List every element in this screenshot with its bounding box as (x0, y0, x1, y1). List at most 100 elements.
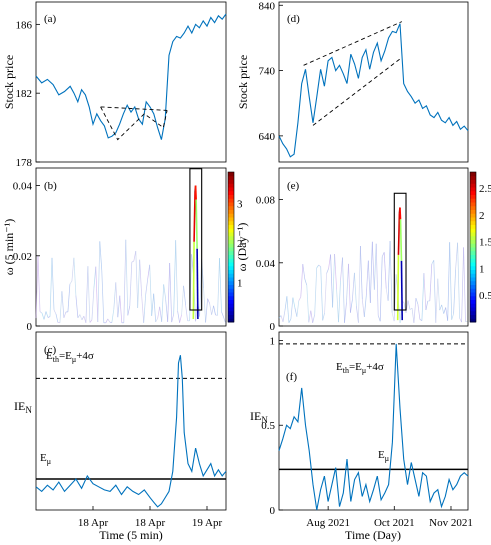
e-colorbar-step (470, 220, 476, 225)
e-ylabel: ω (Day⁻¹) (235, 223, 249, 272)
c-xlabel: Time (5 min) (99, 528, 163, 542)
e-omega-segment (369, 241, 373, 303)
e-omega-segment (413, 298, 417, 323)
e-colorbar-step (470, 209, 476, 214)
e-omega-segment (350, 299, 353, 313)
c-xtick-label: 18 Apr (78, 517, 109, 529)
b-colorbar-step (228, 292, 234, 297)
b-colorbar-step (228, 183, 234, 188)
f-xtick-label: Oct 2021 (374, 517, 415, 529)
e-omega-peak (397, 213, 401, 255)
b-omega-segment (97, 241, 101, 323)
b-colorbar-step (228, 213, 234, 218)
b-axes (35, 167, 227, 327)
b-colorbar-step (228, 277, 234, 282)
b-omega-segment (181, 285, 184, 315)
e-omega-segment (459, 318, 462, 323)
e-colorbar-step (470, 190, 476, 195)
b-ylabel: ω (5 min⁻¹) (2, 219, 16, 276)
b-omega-segment (207, 298, 210, 304)
e-omega-segment (342, 257, 345, 323)
b-omega-segment (63, 311, 67, 318)
b-omega-segment (35, 255, 39, 319)
e-colorbar-step (470, 258, 476, 263)
e-omega-segment (455, 242, 458, 270)
e-colorbar-label: 1 (479, 263, 485, 275)
e-ytick-label: 0.08 (256, 195, 276, 207)
b-omega-segment (169, 262, 173, 323)
b-panel-label: (b) (44, 180, 57, 192)
b-omega-peak (196, 248, 199, 319)
b-colorbar-step (228, 273, 234, 278)
e-omega-segment (421, 273, 425, 321)
c-ylabel: IEN (14, 399, 32, 415)
b-omega-segment (143, 294, 147, 323)
b-omega-segment (111, 309, 115, 323)
b-colorbar-label: 2 (237, 238, 243, 250)
a-series-line (35, 13, 227, 140)
e-omega-segment (286, 296, 290, 323)
e-colorbar-step (470, 265, 476, 270)
b-colorbar-step (228, 299, 234, 304)
e-omega-segment (310, 310, 314, 323)
b-omega-peak (194, 185, 197, 200)
b-colorbar-step (228, 250, 234, 255)
c-threshold-label: Eth=Eμ+4σ (46, 350, 94, 364)
e-omega-segment (445, 307, 449, 321)
b-omega-segment (47, 316, 51, 318)
b-omega-segment (75, 295, 79, 318)
a-panel-label: (a) (44, 13, 57, 25)
e-omega-segment (409, 307, 413, 310)
a-ytick-label: 186 (16, 19, 33, 31)
b-colorbar-step (228, 175, 234, 180)
b-omega-segment (171, 314, 175, 323)
e-omega-segment (330, 254, 333, 308)
e-colorbar-step (470, 284, 476, 289)
e-colorbar-step (470, 314, 476, 319)
b-omega-segment (101, 270, 105, 323)
e-omega-segment (356, 305, 359, 323)
b-colorbar-step (228, 288, 234, 293)
b-omega-segment (183, 285, 186, 306)
b-colorbar-step (228, 187, 234, 192)
b-omega-segment (125, 239, 129, 316)
e-omega-segment (306, 285, 310, 323)
e-omega-segment (449, 242, 453, 320)
e-colorbar-label: 2 (479, 210, 485, 222)
e-colorbar-label: 2.5 (479, 183, 491, 195)
b-omega-peak (192, 241, 195, 319)
e-omega-segment (415, 297, 419, 305)
e-omega-segment (461, 247, 464, 323)
e-omega-segment (363, 295, 367, 317)
e-colorbar-step (470, 318, 476, 323)
b-colorbar-label: 1 (237, 278, 243, 290)
b-omega-segment (137, 259, 141, 309)
c-xtick-label: 19 Apr (192, 517, 223, 529)
e-omega-peak (396, 254, 400, 321)
e-omega-segment (340, 257, 343, 281)
e-omega-segment (320, 266, 324, 321)
b-omega-segment (141, 296, 145, 323)
a-ytick-label: 178 (16, 157, 33, 169)
b-omega-segment (61, 291, 65, 318)
e-omega-segment (358, 245, 361, 323)
b-omega-segment (131, 260, 134, 263)
e-omega-segment (431, 260, 435, 265)
b-colorbar-step (228, 262, 234, 267)
b-omega-segment (175, 240, 178, 311)
e-omega-segment (346, 263, 349, 303)
e-colorbar-step (470, 247, 476, 252)
e-omega-segment (433, 260, 437, 323)
b-omega-segment (45, 311, 49, 318)
b-omega-segment (211, 305, 214, 315)
b-colorbar-step (228, 220, 234, 225)
b-omega-segment (93, 266, 97, 289)
e-omega-segment (429, 263, 433, 302)
e-omega-segment (316, 264, 319, 269)
e-colorbar-step (470, 299, 476, 304)
b-omega-segment (95, 266, 99, 323)
b-colorbar-step (228, 258, 234, 263)
e-omega-segment (354, 272, 357, 307)
b-ytick-label: 0 (27, 321, 33, 333)
e-omega-segment (407, 300, 411, 310)
